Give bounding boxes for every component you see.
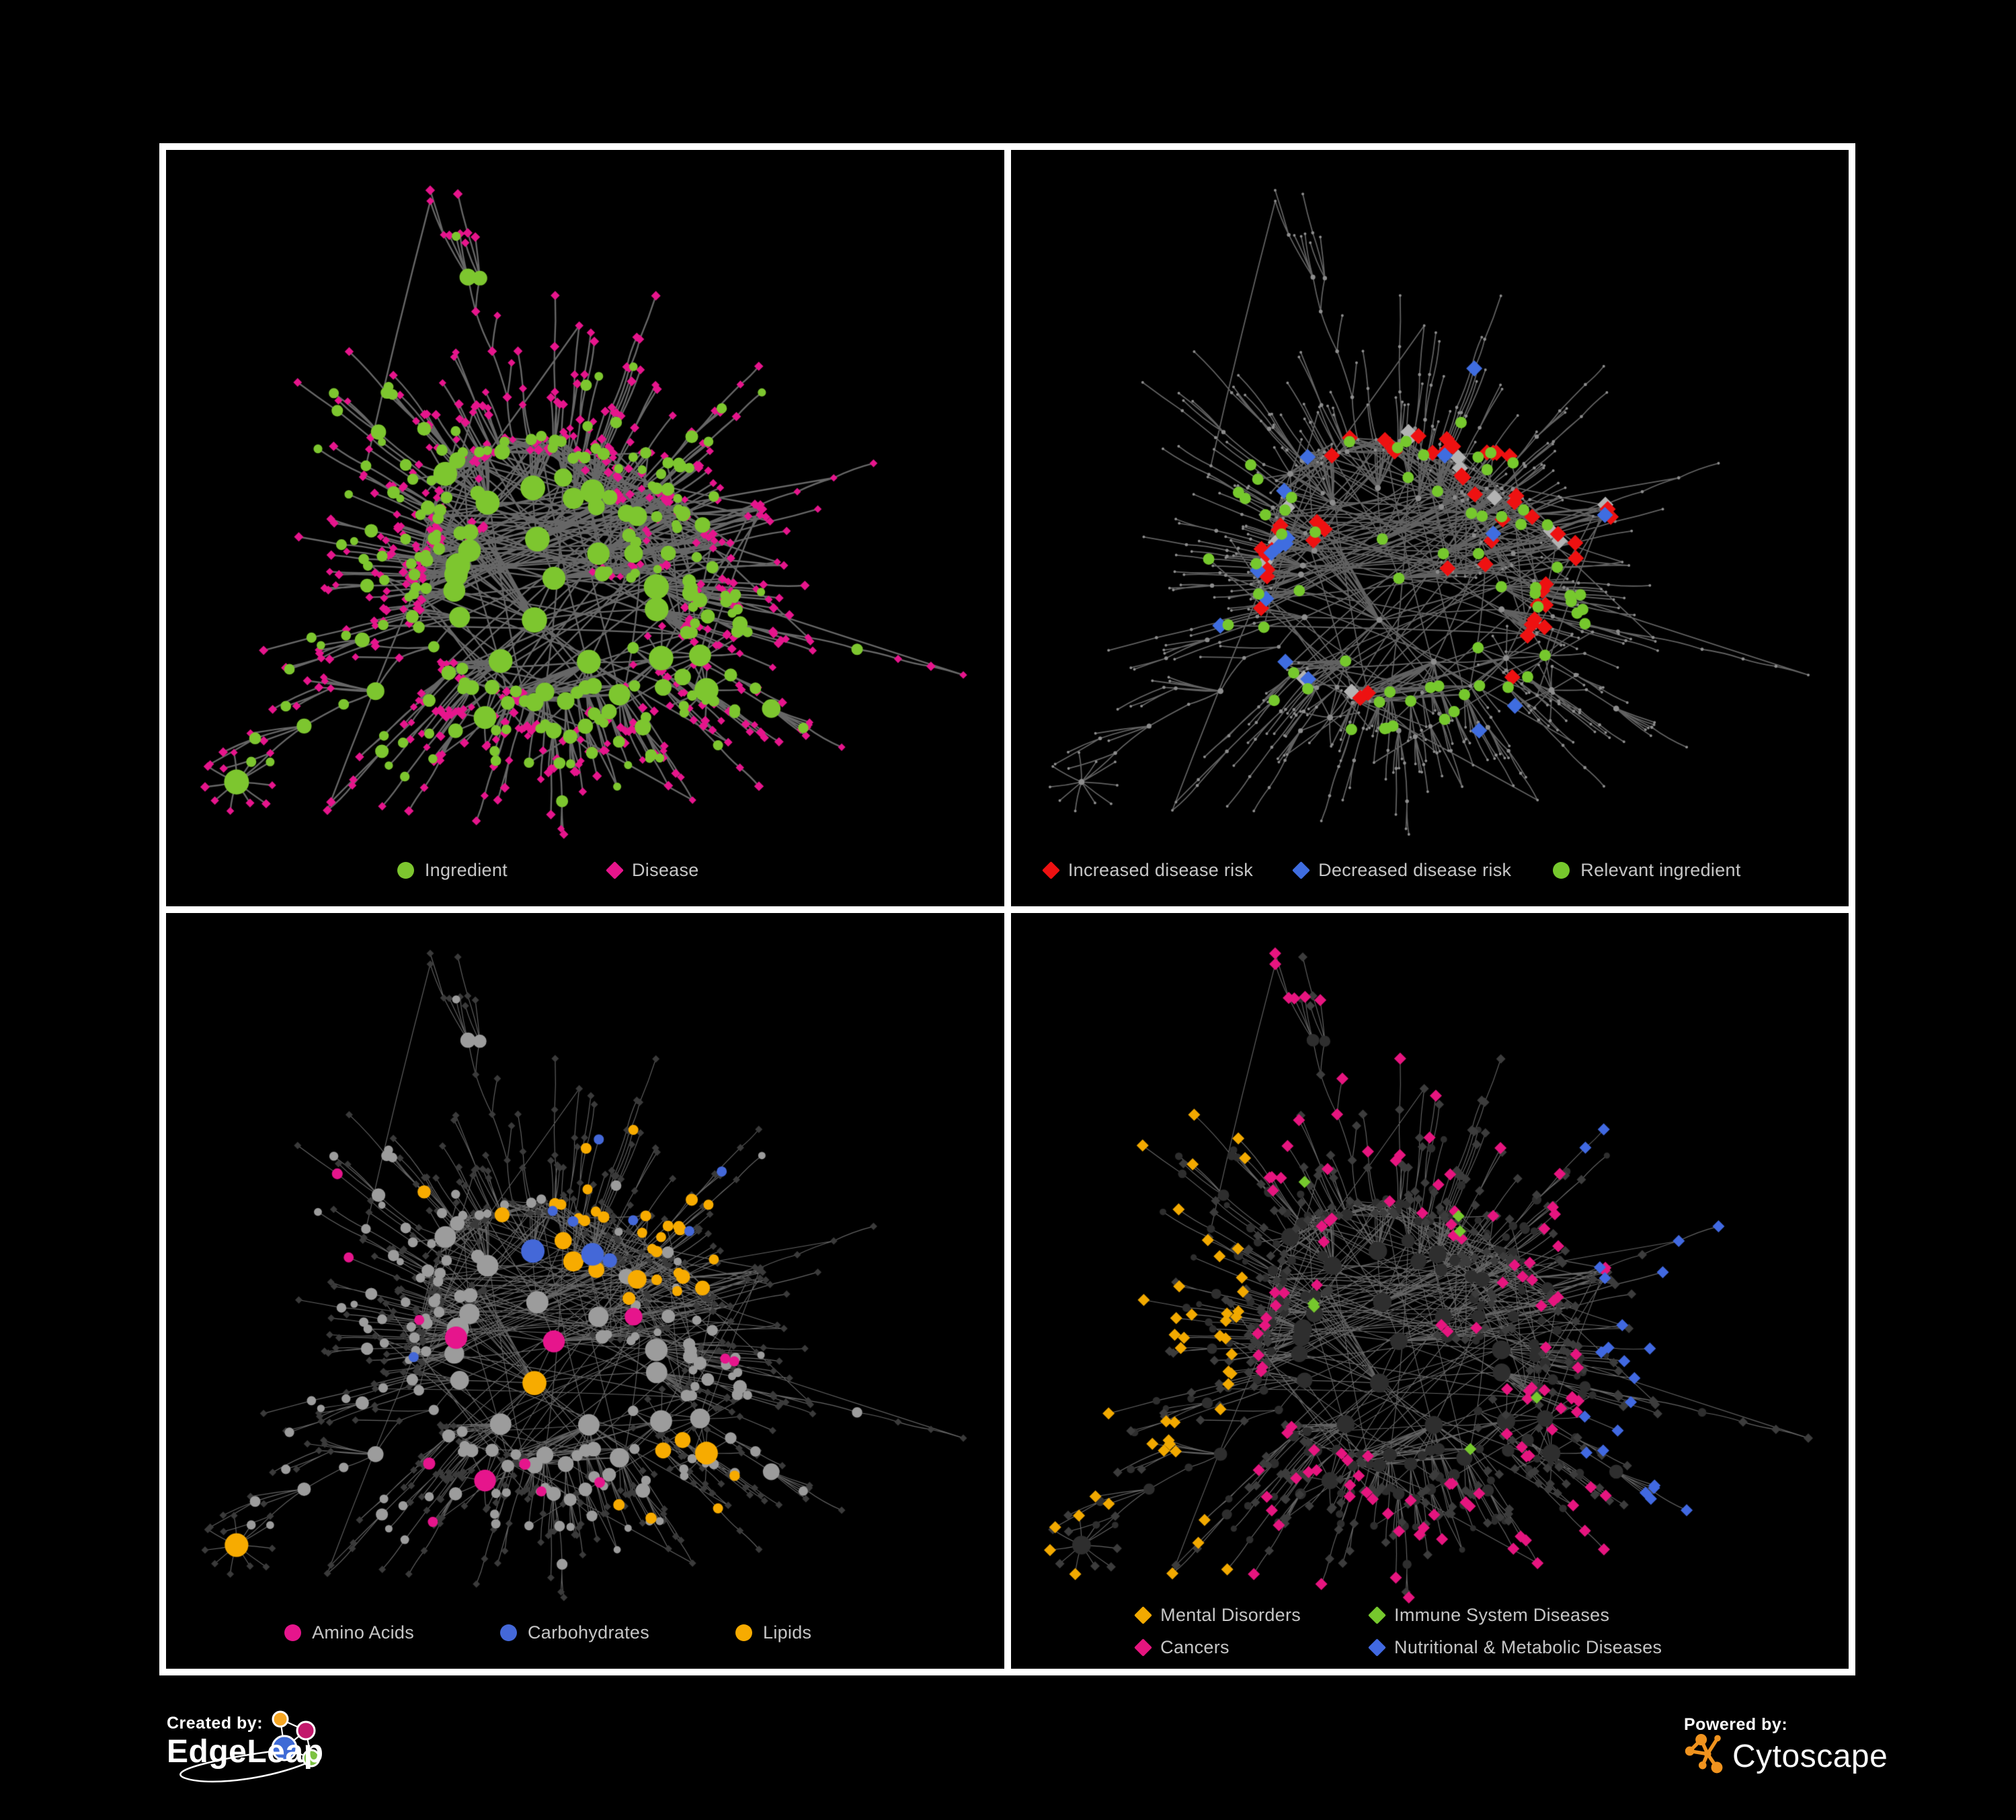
increased-disease-risk-diamond-icon (1041, 861, 1060, 879)
network-canvas-ingredient-classes (166, 912, 1004, 1669)
legend-label: Mental Disorders (1160, 1605, 1301, 1625)
figure-grid: Ingredient Disease Increased disease risk… (159, 143, 1855, 1675)
panel-disease-risk: Increased disease risk Decreased disease … (1010, 150, 1849, 906)
ingredient-circle-icon (397, 861, 414, 879)
legend-item-decreased-disease-risk: Decreased disease risk (1292, 859, 1512, 881)
legend-item-carbohydrates: Carbohydrates (500, 1622, 649, 1643)
legend-label: Immune System Diseases (1394, 1605, 1610, 1625)
legend-item-ingredient: Ingredient (397, 860, 508, 881)
network-canvas-disease-risk (1010, 150, 1849, 906)
legend-label: Lipids (763, 1622, 812, 1643)
amino-acids-circle-icon (284, 1624, 302, 1641)
legend-item-mental-disorders: Mental Disorders (1134, 1605, 1301, 1626)
relevant-ingredient-circle-icon (1553, 861, 1570, 879)
carbohydrates-circle-icon (500, 1624, 517, 1641)
legend-item-relevant-ingredient: Relevant ingredient (1553, 860, 1740, 881)
network-canvas-disease-categories (1010, 912, 1849, 1669)
legend-overview: Ingredient Disease (166, 860, 967, 881)
created-by-label: Created by: (167, 1714, 264, 1733)
edgeleap-branding: Created by: EdgeLeap (167, 1708, 409, 1803)
panel-ingredient-classes: Amino Acids Carbohydrates Lipids (166, 912, 1004, 1669)
legend-item-nutritional-metabolic-diseases: Nutritional & Metabolic Diseases (1368, 1637, 1662, 1658)
legend-label: Amino Acids (312, 1622, 414, 1643)
lipids-circle-icon (735, 1624, 752, 1641)
nutritional-metabolic-diseases-diamond-icon (1368, 1638, 1386, 1657)
panel-disease-categories: Mental Disorders Immune System Diseases Ca… (1010, 912, 1849, 1669)
legend-disease-categories: Mental Disorders Immune System Diseases Ca… (1011, 1605, 1819, 1658)
immune-system-diseases-diamond-icon (1368, 1606, 1386, 1624)
legend-disease-risk: Increased disease risk Decreased disease … (1011, 860, 1812, 881)
legend-label: Cancers (1160, 1637, 1229, 1657)
legend-label: Increased disease risk (1067, 859, 1254, 880)
cytoscape-logo-icon (1685, 1734, 1723, 1774)
legend-item-lipids: Lipids (735, 1622, 811, 1643)
legend-label: Nutritional & Metabolic Diseases (1394, 1637, 1662, 1657)
legend-label: Disease (631, 859, 699, 880)
mental-disorders-diamond-icon (1134, 1606, 1153, 1624)
cytoscape-logo-text: Cytoscape (1732, 1739, 1888, 1774)
disease-diamond-icon (606, 861, 624, 879)
legend-item-amino-acids: Amino Acids (284, 1622, 414, 1643)
legend-label: Decreased disease risk (1318, 859, 1512, 880)
decreased-disease-risk-diamond-icon (1292, 861, 1310, 879)
legend-item-cancers: Cancers (1134, 1637, 1301, 1658)
legend-item-increased-disease-risk: Increased disease risk (1041, 859, 1254, 881)
legend-ingredient-classes: Amino Acids Carbohydrates Lipids (166, 1622, 967, 1643)
edgeleap-logo-text: EdgeLeap (167, 1734, 324, 1770)
legend-label: Relevant ingredient (1580, 859, 1741, 880)
legend-label: Carbohydrates (528, 1622, 649, 1643)
legend-item-immune-system-diseases: Immune System Diseases (1368, 1605, 1662, 1626)
panel-overview: Ingredient Disease (166, 150, 1004, 906)
legend-item-disease: Disease (606, 859, 699, 881)
cytoscape-branding: Powered by: Cytoscape (1684, 1714, 1899, 1794)
powered-by-label: Powered by: (1684, 1715, 1788, 1734)
network-canvas-overview (166, 150, 1004, 906)
cancers-diamond-icon (1134, 1638, 1153, 1657)
legend-label: Ingredient (424, 859, 508, 880)
